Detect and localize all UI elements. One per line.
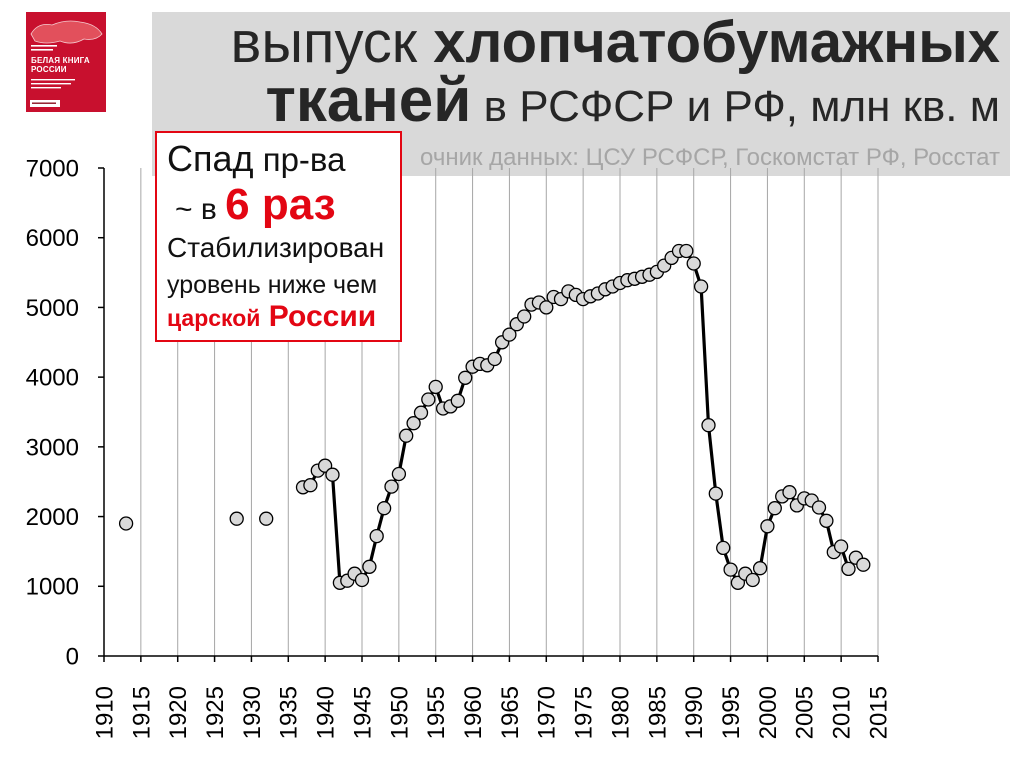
x-tick-label-1995: 1995 [718,686,745,739]
callout-decline-word: Спад [167,138,254,179]
callout-line-2: ~ в 6 раз [175,183,336,227]
y-tick-label-0: 0 [66,643,79,670]
y-tick-label-4000: 4000 [26,365,79,392]
y-tick-label-1000: 1000 [26,574,79,601]
x-tick-label-1975: 1975 [571,686,598,739]
book-cover-title: БЕЛАЯ КНИГА РОССИИ [31,56,90,74]
data-point-1951 [399,428,414,443]
data-point-1995 [723,562,738,577]
callout-production-word: пр-ва [253,141,346,178]
y-tick-label-3000: 3000 [26,434,79,461]
data-point-1949 [384,479,399,494]
callout-line-5: царской России [167,302,376,332]
data-point-1996 [730,575,746,590]
data-point-1989 [679,243,694,259]
x-tick-label-1935: 1935 [276,686,303,739]
callout-times-highlight: 6 раз [225,180,336,229]
data-point-2010 [833,539,849,554]
title-part-4: в РСФСР и РФ, млн кв. м [471,82,1000,131]
data-point-1993 [708,486,723,501]
data-point-1991 [693,279,709,294]
data-point-1970 [539,300,554,315]
x-tick-label-2005: 2005 [792,686,819,739]
title-part-3: тканей [265,66,472,135]
data-point-1998 [745,572,760,588]
x-tick-label-1950: 1950 [386,686,413,739]
data-point-1928 [229,511,244,526]
x-tick-label-1915: 1915 [128,686,155,739]
callout-approx: ~ в [175,193,226,226]
title-box: выпуск хлопчатобумажных тканей в РСФСР и… [152,12,1010,176]
callout-line-1: Спад пр-ва [167,141,345,177]
data-point-2000 [760,519,775,534]
callout-box: Спад пр-ва ~ в 6 раз Стабилизирован уров… [155,131,402,342]
x-tick-label-1990: 1990 [681,686,708,739]
data-point-1941 [325,467,340,482]
data-point-1963 [487,351,502,367]
x-tick-label-1970: 1970 [534,686,561,739]
x-tick-label-1960: 1960 [460,686,487,739]
x-tick-label-2010: 2010 [829,686,856,739]
data-point-2003 [782,485,797,500]
x-tick-label-1930: 1930 [239,686,266,739]
title-part-2: хлопчатобумажных [433,10,1000,75]
data-point-1992 [701,418,716,433]
data-point-2013 [856,557,871,572]
data-point-1945 [354,572,370,588]
x-tick-label-1920: 1920 [165,686,192,739]
source-note: очник данных: ЦСУ РСФСР, Госкомстат РФ, … [420,144,1000,171]
x-tick-label-1980: 1980 [607,686,634,739]
y-tick-label-7000: 7000 [26,155,79,182]
data-point-1913 [118,516,134,531]
data-point-1938 [303,478,318,493]
data-point-1967 [517,309,532,324]
y-tick-label-2000: 2000 [26,504,79,531]
callout-line-4: уровень ниже чем [167,271,378,299]
data-point-1947 [369,528,384,544]
data-point-1994 [716,540,731,556]
x-tick-label-2000: 2000 [755,686,782,739]
data-point-2007 [811,500,827,515]
data-point-1953 [413,405,429,420]
data-point-1946 [362,559,377,574]
callout-line-3: Стабилизирован [167,232,385,263]
x-tick-label-1925: 1925 [202,686,229,739]
x-tick-label-1940: 1940 [313,686,340,739]
y-tick-label-5000: 5000 [26,295,79,322]
x-tick-label-1955: 1955 [423,686,450,739]
data-point-1955 [428,379,443,395]
data-point-1948 [376,501,392,516]
data-point-1958 [450,393,465,408]
callout-tsarist-word: царской [167,305,261,331]
data-point-1990 [686,256,701,271]
book-cover-art [22,12,106,112]
title-line-1: выпуск хлопчатобумажных [231,14,1000,72]
book-cover-title-line2: РОССИИ [31,65,67,74]
y-tick-label-6000: 6000 [26,225,79,252]
data-point-2011 [841,561,856,577]
data-point-1954 [421,392,436,407]
title-part-1: выпуск [230,10,434,75]
x-tick-label-2015: 2015 [865,686,892,739]
x-tick-label-1965: 1965 [497,686,524,739]
data-point-1959 [458,370,473,385]
data-point-2008 [819,513,834,528]
data-point-1999 [752,561,768,576]
title-line-2: тканей в РСФСР и РФ, млн кв. м [265,70,1000,132]
x-tick-label-1945: 1945 [349,686,376,739]
data-point-2001 [767,501,782,516]
x-tick-label-1985: 1985 [644,686,671,739]
data-point-1950 [391,466,407,482]
x-tick-label-1910: 1910 [91,686,118,739]
data-point-1952 [406,416,421,431]
data-point-1965 [502,327,517,342]
book-cover-image: БЕЛАЯ КНИГА РОССИИ [22,12,106,112]
book-cover-title-line1: БЕЛАЯ КНИГА [31,56,90,65]
callout-russia-word: России [260,300,377,333]
data-point-1932 [259,511,274,526]
